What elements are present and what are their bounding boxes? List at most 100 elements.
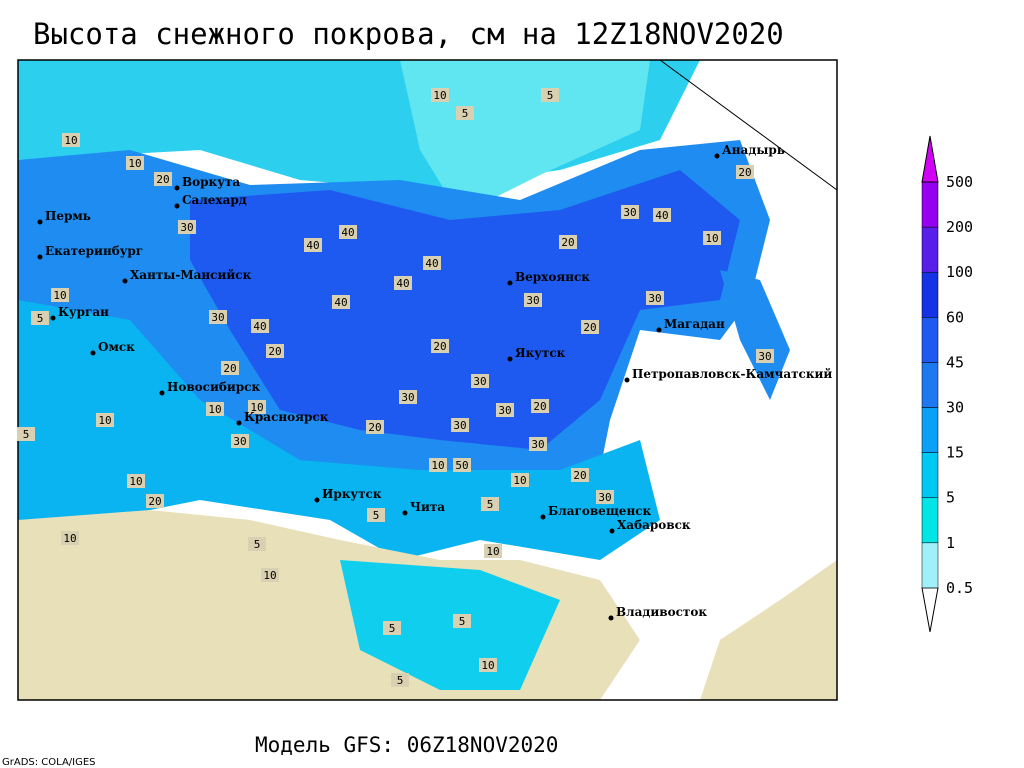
colorbar-band bbox=[921, 542, 939, 589]
contour-label: 10 bbox=[250, 401, 263, 414]
contour-label: 5 bbox=[547, 89, 554, 102]
contour-label: 20 bbox=[583, 321, 596, 334]
contour-label: 10 bbox=[705, 232, 718, 245]
contour-label-box bbox=[383, 621, 401, 635]
city-name: Курган bbox=[58, 305, 109, 319]
contour-label-box bbox=[479, 658, 497, 672]
footer: Модель GFS: 06Z18NOV2020 bbox=[255, 733, 558, 757]
contour-label-box bbox=[581, 320, 599, 334]
city-dot bbox=[507, 356, 513, 362]
map-area bbox=[18, 60, 837, 700]
contour-label-box bbox=[471, 374, 489, 388]
colorbar-label: 200 bbox=[946, 218, 973, 236]
city-dot bbox=[236, 420, 242, 426]
contour-label-box bbox=[248, 400, 266, 414]
contour-label: 30 bbox=[531, 438, 544, 451]
city-dot bbox=[37, 254, 43, 260]
contour-label: 10 bbox=[208, 403, 221, 416]
contour-label-box bbox=[209, 310, 227, 324]
contour-label-box bbox=[391, 673, 409, 687]
contour-label: 30 bbox=[401, 391, 414, 404]
contour-label: 10 bbox=[128, 157, 141, 170]
city-dot bbox=[50, 315, 56, 321]
contour-label-box bbox=[431, 88, 449, 102]
contour-label: 10 bbox=[129, 475, 142, 488]
contour-label-box bbox=[559, 235, 577, 249]
contour-label-box bbox=[451, 418, 469, 432]
contour-label: 10 bbox=[63, 532, 76, 545]
city-name: Воркута bbox=[182, 175, 240, 189]
contour-label: 5 bbox=[37, 312, 44, 325]
contour-label-box bbox=[453, 614, 471, 628]
contour-label: 30 bbox=[648, 292, 661, 305]
contour-label: 5 bbox=[254, 538, 261, 551]
contour-label-box bbox=[61, 531, 79, 545]
city-name: Петропавловск-Камчатский bbox=[632, 367, 832, 381]
contour-label-box bbox=[571, 468, 589, 482]
contour-label: 20 bbox=[561, 236, 574, 249]
snow-south bbox=[340, 560, 560, 690]
contour-label: 20 bbox=[533, 400, 546, 413]
city-dot bbox=[122, 278, 128, 284]
city-name: Омск bbox=[98, 340, 135, 354]
city-name: Верхоянск bbox=[515, 270, 590, 284]
city-dot bbox=[402, 510, 408, 516]
contour-label-box bbox=[453, 458, 471, 472]
colorbar-label: 5 bbox=[946, 489, 955, 507]
colorbar-band bbox=[921, 452, 939, 498]
contour-label-box bbox=[266, 344, 284, 358]
japan bbox=[700, 560, 837, 700]
contour-label: 5 bbox=[389, 622, 396, 635]
labels: 10 5 5 10 10 20 30 40 40 40 40 40 40 30 20 20 20 30 30 30 20… bbox=[17, 88, 832, 687]
contour-label-box bbox=[231, 434, 249, 448]
city-name: Новосибирск bbox=[167, 380, 260, 394]
city-dot bbox=[656, 327, 662, 333]
contour-label: 20 bbox=[433, 340, 446, 353]
contour-label-box bbox=[646, 291, 664, 305]
city-name: Благовещенск bbox=[548, 504, 652, 518]
contour-label: 5 bbox=[397, 674, 404, 687]
colorbar-band bbox=[921, 226, 939, 273]
contour-label-box bbox=[366, 420, 384, 434]
contour-label-box bbox=[531, 399, 549, 413]
contour-label: 5 bbox=[373, 509, 380, 522]
city-dot bbox=[608, 615, 614, 621]
snow-30-60 bbox=[190, 170, 740, 450]
colorbar-label: 30 bbox=[946, 399, 964, 417]
contour-label: 20 bbox=[573, 469, 586, 482]
city-dot bbox=[624, 377, 630, 383]
contour-label: 5 bbox=[23, 428, 30, 441]
contour-label-box bbox=[17, 427, 35, 441]
kamchatka bbox=[720, 270, 790, 400]
contour-label: 40 bbox=[334, 296, 347, 309]
contour-label: 20 bbox=[156, 173, 169, 186]
contour-label-box bbox=[429, 458, 447, 472]
contour-label-box bbox=[96, 413, 114, 427]
city-dot bbox=[159, 390, 165, 396]
contour-label: 30 bbox=[453, 419, 466, 432]
contour-label-box bbox=[178, 220, 196, 234]
contour-label: 10 bbox=[64, 134, 77, 147]
city-name: Владивосток bbox=[616, 605, 707, 619]
contour-label: 20 bbox=[368, 421, 381, 434]
contour-label-box bbox=[456, 106, 474, 120]
contour-label-box bbox=[261, 568, 279, 582]
contour-label: 40 bbox=[655, 209, 668, 222]
contour-label-box bbox=[529, 437, 547, 451]
contour-label-box bbox=[481, 497, 499, 511]
contour-label-box bbox=[756, 349, 774, 363]
colorbar-high bbox=[921, 135, 939, 183]
colorbar-band bbox=[921, 407, 939, 453]
city-dot bbox=[714, 153, 720, 159]
city-name: Пермь bbox=[45, 209, 91, 223]
colorbar-band bbox=[921, 317, 939, 363]
contour-label-box bbox=[206, 402, 224, 416]
contour-label: 10 bbox=[263, 569, 276, 582]
contour-label: 5 bbox=[462, 107, 469, 120]
contour-label: 30 bbox=[473, 375, 486, 388]
contour-label: 5 bbox=[487, 498, 494, 511]
city-dot bbox=[609, 528, 615, 534]
contour-label: 30 bbox=[526, 294, 539, 307]
